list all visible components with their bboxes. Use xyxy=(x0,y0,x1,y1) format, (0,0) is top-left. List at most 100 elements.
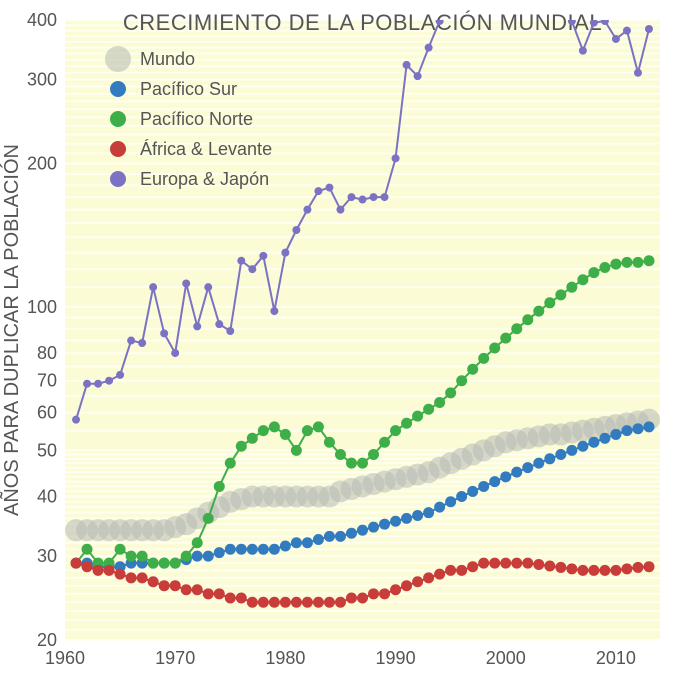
data-point xyxy=(511,323,522,334)
data-point xyxy=(401,418,412,429)
data-point xyxy=(336,206,344,214)
y-tick-label: 70 xyxy=(37,371,57,391)
data-point xyxy=(171,349,179,357)
data-point xyxy=(645,25,653,33)
data-point xyxy=(258,597,269,608)
data-point xyxy=(292,226,300,234)
data-point xyxy=(379,519,390,530)
data-point xyxy=(533,559,544,570)
data-point xyxy=(247,544,258,555)
chart-container: CRECIMIENTO DE LA POBLACIÓN MUNDIAL AÑOS … xyxy=(0,0,680,680)
data-point xyxy=(381,193,389,201)
data-point xyxy=(324,597,335,608)
data-point xyxy=(621,563,632,574)
data-point xyxy=(522,314,533,325)
data-point xyxy=(634,69,642,77)
data-point xyxy=(127,337,135,345)
data-point xyxy=(225,592,236,603)
data-point xyxy=(621,425,632,436)
data-point xyxy=(346,528,357,539)
data-point xyxy=(357,525,368,536)
data-point xyxy=(511,467,522,478)
data-point xyxy=(170,580,181,591)
data-point xyxy=(248,265,256,273)
data-point xyxy=(423,572,434,583)
data-point xyxy=(612,35,620,43)
data-point xyxy=(303,206,311,214)
data-point xyxy=(555,289,566,300)
data-point xyxy=(500,471,511,482)
data-point xyxy=(511,558,522,569)
data-point xyxy=(94,380,102,388)
data-point xyxy=(148,558,159,569)
data-point xyxy=(390,516,401,527)
data-point xyxy=(335,449,346,460)
data-point xyxy=(236,544,247,555)
data-point xyxy=(324,531,335,542)
data-point xyxy=(346,592,357,603)
data-point xyxy=(313,597,324,608)
y-tick-label: 80 xyxy=(37,343,57,363)
data-point xyxy=(445,387,456,398)
data-point xyxy=(313,534,324,545)
data-point xyxy=(203,588,214,599)
data-point xyxy=(467,561,478,572)
data-point xyxy=(225,458,236,469)
data-point xyxy=(368,449,379,460)
data-point xyxy=(346,458,357,469)
data-point xyxy=(181,551,192,562)
y-tick-label: 50 xyxy=(37,440,57,460)
legend-marker-africa_levante xyxy=(110,141,126,157)
data-point xyxy=(434,569,445,580)
data-point xyxy=(500,558,511,569)
data-point xyxy=(566,563,577,574)
data-point xyxy=(302,425,313,436)
x-tick-label: 1980 xyxy=(265,648,305,668)
data-point xyxy=(403,61,411,69)
data-point xyxy=(258,544,269,555)
legend-marker-pacifico_sur xyxy=(110,81,126,97)
data-point xyxy=(610,565,621,576)
data-point xyxy=(588,565,599,576)
legend-label-pacifico_norte: Pacífico Norte xyxy=(140,109,253,129)
data-point xyxy=(215,320,223,328)
data-point xyxy=(357,592,368,603)
data-point xyxy=(544,297,555,308)
data-point xyxy=(71,558,82,569)
data-point xyxy=(599,433,610,444)
chart-svg: CRECIMIENTO DE LA POBLACIÓN MUNDIAL AÑOS … xyxy=(0,0,680,680)
data-point xyxy=(83,380,91,388)
data-point xyxy=(412,510,423,521)
data-point xyxy=(478,353,489,364)
y-tick-label: 400 xyxy=(27,10,57,30)
data-point xyxy=(335,597,346,608)
data-point xyxy=(347,193,355,201)
data-point xyxy=(270,307,278,315)
data-point xyxy=(115,569,126,580)
data-point xyxy=(379,588,390,599)
data-point xyxy=(160,329,168,337)
data-point xyxy=(225,544,236,555)
data-point xyxy=(324,437,335,448)
data-point xyxy=(632,423,643,434)
data-point xyxy=(314,187,322,195)
data-point xyxy=(434,502,445,513)
data-point xyxy=(414,72,422,80)
legend-label-africa_levante: África & Levante xyxy=(140,139,272,159)
data-point xyxy=(478,481,489,492)
data-point xyxy=(425,44,433,52)
data-point xyxy=(269,421,280,432)
data-point xyxy=(423,404,434,415)
data-point xyxy=(456,491,467,502)
data-point xyxy=(170,558,181,569)
data-point xyxy=(335,531,346,542)
data-point xyxy=(269,544,280,555)
data-point xyxy=(280,429,291,440)
data-point xyxy=(379,437,390,448)
data-point xyxy=(148,576,159,587)
chart-title: CRECIMIENTO DE LA POBLACIÓN MUNDIAL xyxy=(123,10,602,35)
data-point xyxy=(259,252,267,260)
y-axis-label: AÑOS PARA DUPLICAR LA POBLACIÓN xyxy=(0,144,23,516)
data-point xyxy=(544,453,555,464)
data-point xyxy=(291,445,302,456)
